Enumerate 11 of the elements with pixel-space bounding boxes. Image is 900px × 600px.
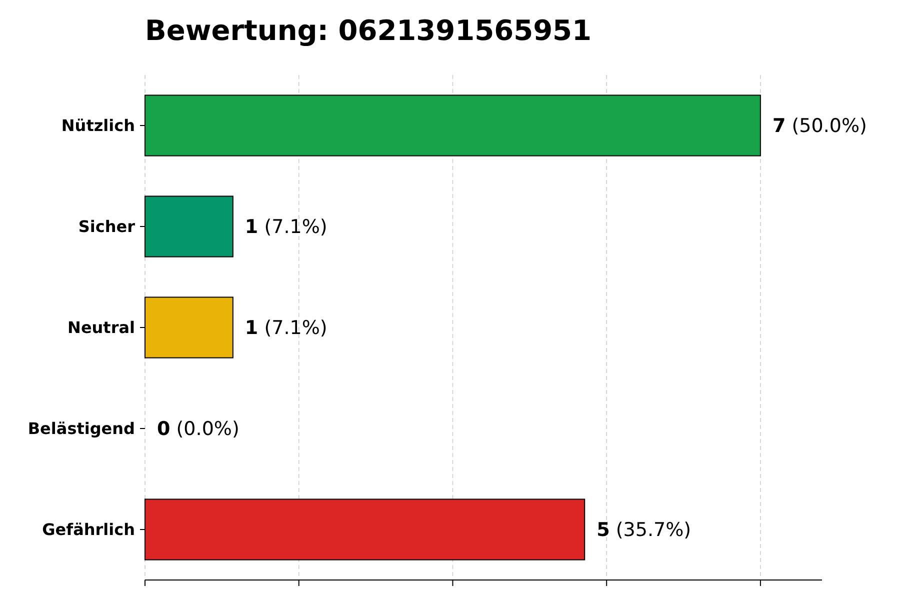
y-tick-label: Sicher <box>78 217 136 236</box>
y-tick-label: Nützlich <box>61 116 135 136</box>
y-tick-label: Belästigend <box>28 419 135 438</box>
data-label: 5 (35.7%) <box>596 519 692 542</box>
y-tick-label: Neutral <box>68 318 135 338</box>
chart-title: Bewertung: 0621391565951 <box>145 14 592 47</box>
data-label: 0 (0.0%) <box>157 418 240 440</box>
data-label: 1 (7.1%) <box>244 317 328 340</box>
data-label: 7 (50.0%) <box>772 115 867 138</box>
data-label: 1 (7.1%) <box>244 216 328 238</box>
y-tick-label: Gefährlich <box>42 520 135 540</box>
